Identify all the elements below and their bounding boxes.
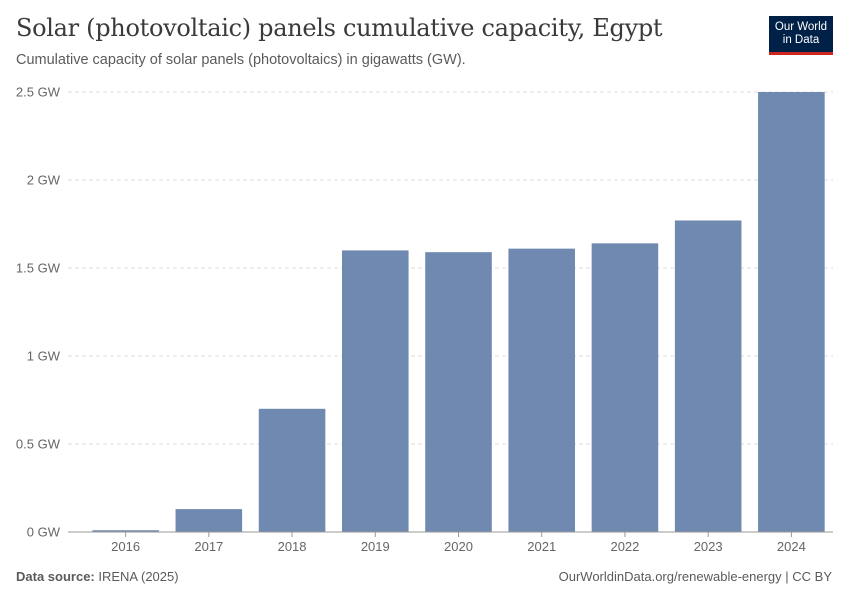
logo-line-1: Our World [774,21,828,33]
chart-subtitle: Cumulative capacity of solar panels (pho… [16,52,466,68]
x-tick-label: 2021 [527,539,556,554]
x-tick-label: 2018 [278,539,307,554]
x-tick-label: 2023 [694,539,723,554]
owid-logo[interactable]: Our World in Data [769,16,833,55]
y-tick-label: 0 GW [27,525,61,540]
y-tick-label: 0.5 GW [16,437,61,452]
bar[interactable] [508,248,576,532]
bar[interactable] [175,509,243,532]
data-source-value[interactable]: IRENA (2025) [98,569,179,584]
bar[interactable] [591,243,659,533]
chart-title: Solar (photovoltaic) panels cumulative c… [16,14,663,42]
y-tick-label: 1 GW [27,349,61,364]
x-tick-label: 2022 [610,539,639,554]
x-tick-label: 2024 [777,539,806,554]
logo-line-2: in Data [782,34,820,46]
bar[interactable] [92,530,159,532]
x-tick-label: 2017 [194,539,223,554]
bars [92,92,825,533]
data-source: Data source: IRENA (2025) [16,569,179,584]
x-tick-label: 2016 [111,539,140,554]
axes: 0 GW 0.5 GW 1 GW 1.5 GW 2 GW 2.5 GW 2016 2017 20… [16,85,833,554]
bar[interactable] [674,220,742,533]
bar[interactable] [758,92,825,532]
bar[interactable] [341,250,409,532]
y-tick-label: 2.5 GW [16,85,61,100]
footer-link[interactable]: OurWorldinData.org/renewable-energy | CC… [558,569,832,584]
x-tick-label: 2020 [444,539,473,554]
y-tick-label: 2 GW [27,173,61,188]
x-tick-label: 2019 [361,539,390,554]
data-source-label: Data source: [16,569,95,584]
bar[interactable] [258,408,326,532]
y-tick-label: 1.5 GW [16,261,61,276]
bar[interactable] [425,252,492,532]
